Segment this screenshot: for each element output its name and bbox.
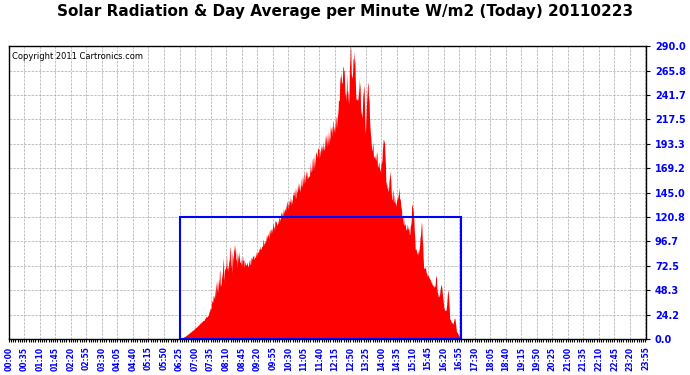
Text: Copyright 2011 Cartronics.com: Copyright 2011 Cartronics.com — [12, 52, 143, 61]
Text: Solar Radiation & Day Average per Minute W/m2 (Today) 20110223: Solar Radiation & Day Average per Minute… — [57, 4, 633, 19]
Bar — [179, 217, 462, 339]
